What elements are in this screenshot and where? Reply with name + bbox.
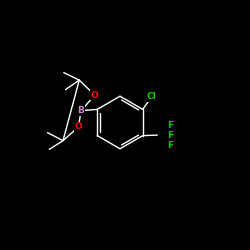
- Text: F: F: [167, 121, 173, 130]
- Text: Cl: Cl: [146, 92, 156, 101]
- Text: O: O: [91, 90, 99, 100]
- Text: F: F: [167, 131, 173, 140]
- Text: B: B: [78, 106, 84, 115]
- Text: O: O: [75, 122, 82, 132]
- Text: F: F: [167, 141, 173, 150]
